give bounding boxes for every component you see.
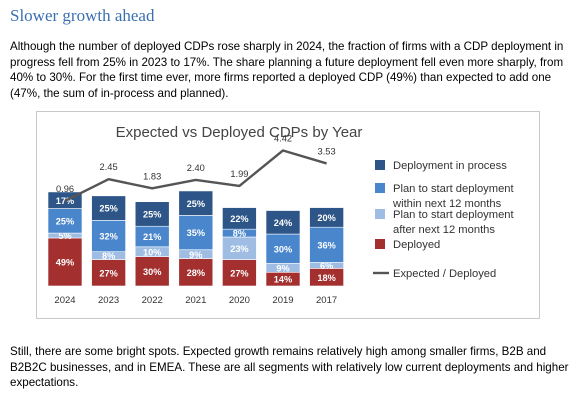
closing-paragraph: Still, there are some bright spots. Expe… [10, 345, 569, 390]
legend-label: Deployment in process [393, 160, 507, 172]
ratio-line [64, 149, 327, 203]
bar-data-label: 49% [56, 258, 74, 268]
chart-frame: Expected vs Deployed CDPs by Year 49% 5% 2… [36, 111, 540, 319]
x-tick-label: 2023 [98, 295, 119, 306]
bar-data-label: 25% [143, 210, 161, 220]
bar-data-label: 22% [230, 214, 248, 224]
bar-data-label: 10% [143, 247, 161, 257]
chart-legend: Deployment in process Plan to start deplo… [373, 160, 515, 280]
bar-segment [91, 259, 126, 287]
bar-segment [47, 237, 83, 287]
line-data-label: 1.83 [143, 171, 161, 181]
bar-data-label: 35% [187, 228, 205, 238]
x-tick-label: 2019 [272, 295, 293, 306]
bar-segment [265, 233, 301, 264]
legend-swatch [375, 209, 385, 219]
bar-segment [178, 215, 214, 251]
legend-label: Deployed [393, 239, 440, 251]
bar-segment [309, 207, 344, 228]
section-heading: Slower growth ahead [10, 6, 155, 25]
bar-data-label: 8% [102, 251, 115, 261]
bar-area: 49%5%25%17%202427%8%32%25%202330%10%21%2… [47, 190, 344, 306]
bar-data-label: 18% [317, 273, 335, 283]
line-data-label: 0.96 [56, 184, 74, 194]
bar-segment [134, 256, 170, 287]
expected-vs-deployed-chart: Expected vs Deployed CDPs by Year 49% 5% 2… [47, 124, 515, 306]
line-data-label: 4.42 [274, 133, 292, 143]
bar-data-label: 5% [58, 231, 71, 241]
bar-segment [309, 226, 344, 263]
bar-data-label: 27% [99, 268, 117, 278]
legend-label: Expected / Deployed [393, 268, 496, 280]
x-tick-label: 2020 [229, 295, 250, 306]
bar-data-label: 9% [276, 263, 289, 273]
bar-data-label: 20% [317, 213, 335, 223]
bar-data-label: 25% [99, 204, 117, 214]
line-data-label: 2.45 [100, 162, 118, 172]
x-tick-label: 2024 [54, 295, 75, 306]
bar-data-label: 32% [99, 232, 117, 242]
bar-data-label: 8% [233, 229, 246, 239]
legend-swatch [375, 160, 385, 170]
bar-data-label: 25% [56, 216, 74, 226]
bar-data-label: 25% [187, 199, 205, 209]
line-data-label: 2.40 [187, 163, 205, 173]
bar-segment [222, 259, 257, 287]
bar-data-label: 36% [317, 240, 335, 250]
bar-data-label: 27% [230, 268, 248, 278]
line-data-label: 1.99 [230, 169, 248, 179]
line-data-label: 3.53 [318, 146, 336, 156]
bar-segment [178, 190, 214, 216]
legend-swatch [375, 239, 385, 249]
x-tick-label: 2017 [316, 295, 337, 306]
bar-segment [91, 220, 126, 252]
bar-segment [91, 195, 126, 221]
x-tick-label: 2022 [142, 295, 163, 306]
bar-data-label: 6% [320, 261, 333, 271]
bar-segment [222, 207, 257, 230]
bar-data-label: 14% [274, 275, 292, 285]
bar-data-label: 21% [143, 232, 161, 242]
legend-label-line2: within next 12 months [392, 198, 502, 210]
intro-paragraph: Although the number of deployed CDPs ros… [10, 40, 564, 100]
bar-data-label: 30% [274, 244, 292, 254]
bar-data-label: 28% [187, 268, 205, 278]
bar-data-label: 24% [274, 218, 292, 228]
legend-label: Plan to start deployment [393, 209, 515, 221]
legend-label: Plan to start deployment [393, 183, 515, 195]
x-tick-label: 2021 [185, 295, 206, 306]
legend-label-line2: after next 12 months [393, 224, 495, 236]
ratio-line-layer: 0.96 2.45 1.83 2.40 1.99 4.42 3.53 [56, 133, 336, 203]
bar-data-label: 30% [143, 267, 161, 277]
legend-swatch [375, 183, 385, 193]
bar-segment [134, 201, 170, 227]
chart-title: Expected vs Deployed CDPs by Year [116, 124, 363, 141]
bar-data-label: 9% [189, 250, 202, 260]
bar-segment [265, 210, 301, 235]
bar-data-label: 23% [230, 244, 248, 254]
